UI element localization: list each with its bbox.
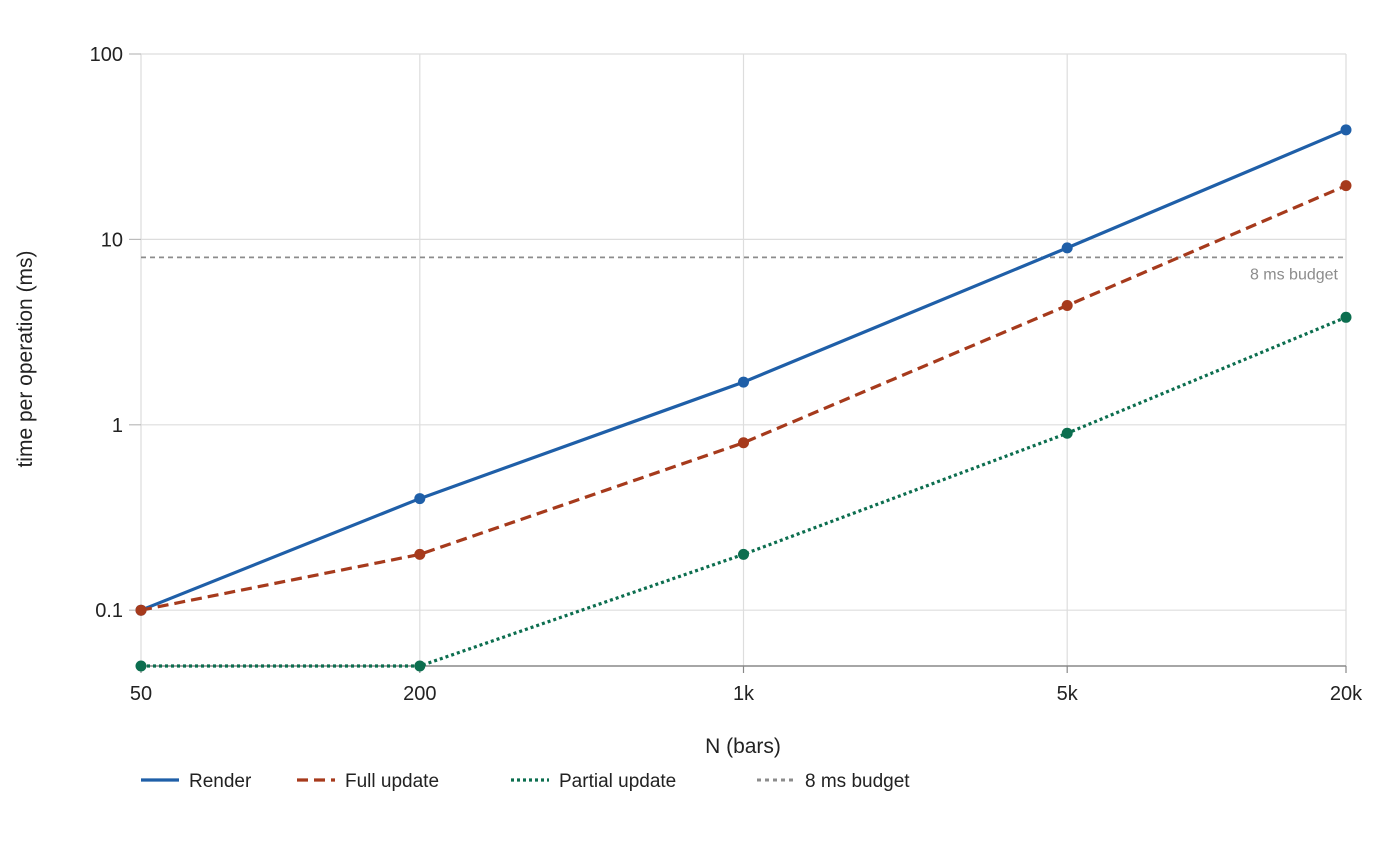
legend-label: Partial update [559,771,676,792]
axes [129,53,1347,673]
data-point-partial-update [738,548,749,560]
y-tick-label: 1 [112,415,123,437]
x-tick-label: 200 [403,683,436,705]
data-point-render [1061,242,1073,254]
x-tick-label: 50 [130,683,152,705]
y-tick-label: 10 [101,229,123,251]
tick-labels: 50 200 1k 5k 20k 0.1 1 10 100 [90,44,1363,705]
y-tick-label: 100 [90,44,123,66]
data-point-partial-update [135,660,147,672]
grid [140,53,1347,666]
series-line-full-update [140,184,1347,612]
budget-annotation: 8 ms budget [1250,266,1339,283]
y-tick-label: 0.1 [95,600,123,622]
data-point-full-update [1061,299,1073,311]
data-points [135,124,1352,672]
data-point-full-update [135,604,147,616]
x-axis-title: N (bars) [705,735,781,758]
y-axis-title: time per operation (ms) [14,250,37,467]
legend-item-full-update: Full update [297,771,439,792]
data-point-partial-update [414,660,426,672]
reference-lines: 8 ms budget [141,256,1346,283]
data-point-render [738,376,749,388]
data-point-full-update [1340,180,1352,192]
legend-label: 8 ms budget [805,771,910,792]
x-tick-label: 1k [733,683,755,705]
data-point-render [414,493,426,505]
legend-item-8-ms-budget: 8 ms budget [757,771,910,792]
data-point-partial-update [1340,311,1352,323]
legend-label: Render [189,771,252,792]
legend-item-partial-update: Partial update [511,771,676,792]
legend-label: Full update [345,771,439,792]
legend: Render Full update Partial update 8 ms budg… [141,771,910,792]
data-point-full-update [414,548,426,560]
x-tick-label: 20k [1330,683,1363,705]
data-point-render [1340,124,1352,136]
data-point-full-update [738,437,749,449]
x-tick-label: 5k [1057,683,1079,705]
data-point-partial-update [1061,427,1073,439]
legend-item-render: Render [141,771,252,792]
